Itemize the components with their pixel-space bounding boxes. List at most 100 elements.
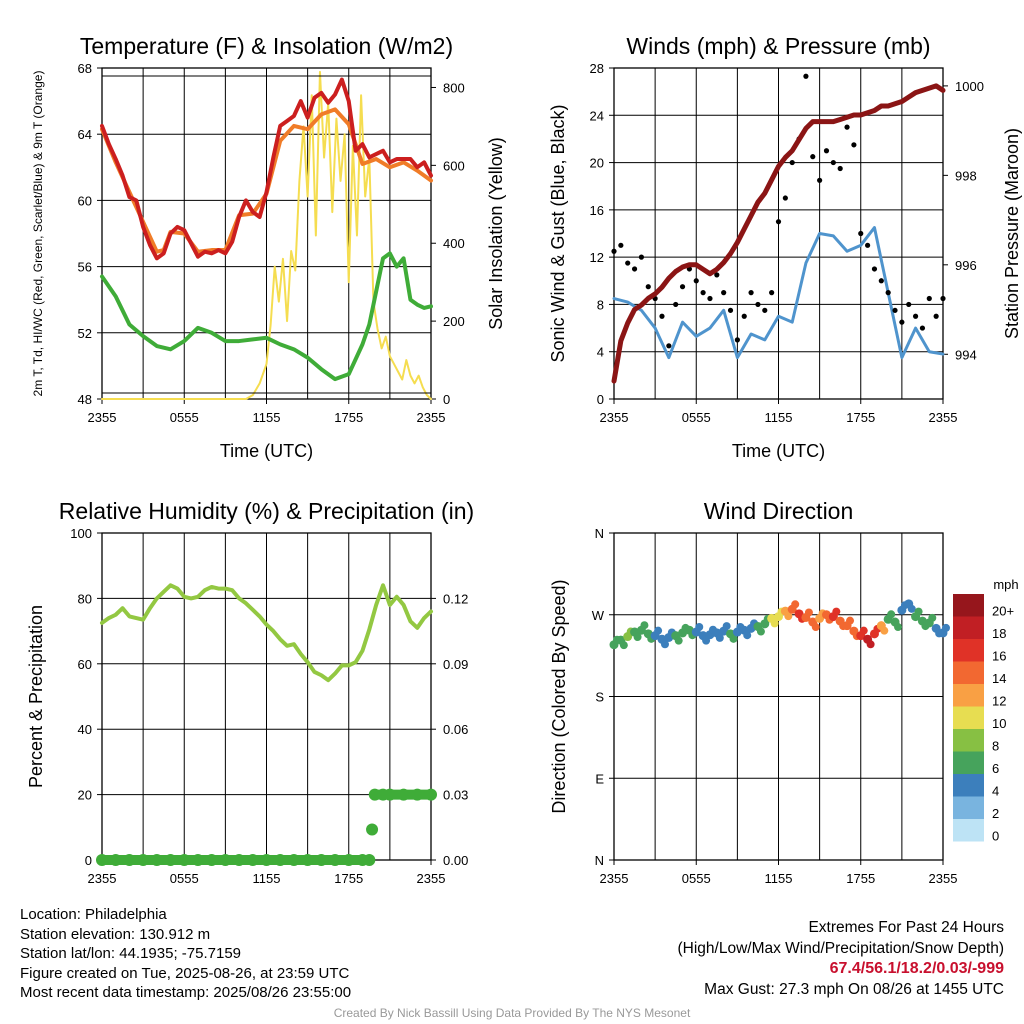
right-axis-label: Station Pressure (Maroon) <box>1002 128 1022 339</box>
x-tick-label: 2355 <box>417 871 446 886</box>
dewpoint-line <box>100 251 433 382</box>
right-tick-label: 0.09 <box>443 657 468 672</box>
legend-swatch <box>953 774 984 797</box>
direction-dot <box>811 623 820 632</box>
y-axis-label: Direction (Colored By Speed) <box>549 579 569 813</box>
gust-dot <box>837 165 843 172</box>
right-tick-label: 0.03 <box>443 788 468 803</box>
right-tick-label: 0 <box>443 392 450 407</box>
x-axis-label: Time (UTC) <box>732 441 825 461</box>
legend-label: 10 <box>992 716 1006 731</box>
gust-dot <box>693 278 699 284</box>
temp-2m-line <box>100 77 433 261</box>
right-axis-label: Solar Insolation (Yellow) <box>486 137 506 329</box>
pressure-line <box>611 83 946 384</box>
gust-dot <box>714 272 720 278</box>
right-tick-label: 0.06 <box>443 722 468 737</box>
legend-swatch <box>953 796 984 819</box>
right-tick-label: 800 <box>443 80 465 95</box>
legend-label: 12 <box>992 693 1006 708</box>
x-tick-label: 2355 <box>600 410 629 425</box>
gust-dot <box>810 154 816 160</box>
gust-dot <box>871 266 878 272</box>
chart-title: Temperature (F) & Insolation (W/m2) <box>80 33 453 59</box>
legend-swatch <box>953 751 984 774</box>
extremes-subheading: (High/Low/Max Wind/Precipitation/Snow De… <box>677 939 1005 957</box>
y-tick-label: 100 <box>70 526 92 541</box>
legend-label: 2 <box>992 806 999 821</box>
direction-dot <box>756 627 765 636</box>
x-tick-label: 2355 <box>88 410 117 425</box>
gust-dot <box>906 301 912 308</box>
direction-dot <box>859 626 868 635</box>
relative-humidity-line <box>100 583 433 683</box>
x-tick-label: 1755 <box>846 871 875 886</box>
direction-dot <box>894 623 903 632</box>
gust-dot <box>659 313 665 319</box>
extremes-values: 67.4/56.1/18.2/0.03/-999 <box>829 960 1004 977</box>
direction-dot <box>640 621 649 630</box>
x-tick-label: 2355 <box>929 871 958 886</box>
legend-swatch <box>953 684 984 707</box>
legend-swatch <box>953 594 984 617</box>
gust-dot <box>666 343 672 349</box>
extremes-heading: Extremes For Past 24 Hours <box>808 919 1004 936</box>
panel-4: N E S W N 2355 0555 1155 1755 2355 Wind Direction D… <box>549 498 957 886</box>
y-tick-label: 24 <box>590 108 604 123</box>
gust-dot <box>673 301 679 308</box>
x-tick-label: 0555 <box>170 410 199 425</box>
y-tick-label: 48 <box>78 392 92 407</box>
direction-dot <box>880 626 889 635</box>
y-tick-label: 4 <box>597 345 604 360</box>
y-tick-label: 0 <box>597 392 604 407</box>
legend-swatch <box>953 819 984 842</box>
direction-dot <box>846 616 855 625</box>
y-tick-label: N <box>595 853 604 868</box>
legend-swatch <box>953 706 984 729</box>
y-tick-label: 68 <box>78 61 92 76</box>
gust-dot <box>892 307 898 313</box>
gust-dot <box>748 290 754 296</box>
gust-dot <box>919 325 926 331</box>
gust-dot <box>878 278 884 284</box>
gust-dot <box>775 219 782 225</box>
created-text: Figure created on Tue, 2025-08-26, at 23… <box>20 964 350 982</box>
y-tick-label: 0 <box>85 853 92 868</box>
y-tick-label: 12 <box>590 250 604 265</box>
y-tick-label: 28 <box>590 61 604 76</box>
x-tick-label: 0555 <box>682 410 711 425</box>
precip-dot <box>366 823 379 836</box>
y-tick-label: 52 <box>78 326 92 341</box>
legend-label: 20+ <box>992 603 1014 618</box>
legend-swatch <box>953 639 984 662</box>
elevation-text: Station elevation: 130.912 m <box>20 925 211 943</box>
gust-dot <box>638 254 645 260</box>
gust-dot <box>645 284 651 290</box>
y-tick-label: 20 <box>590 156 604 171</box>
gust-dot <box>817 177 823 183</box>
right-tick-label: 1000 <box>955 79 984 94</box>
right-tick-label: 0.12 <box>443 591 468 606</box>
x-tick-label: 1155 <box>765 871 793 886</box>
x-tick-label: 2355 <box>600 871 629 886</box>
x-tick-label: 2355 <box>88 871 117 886</box>
right-tick-label: 994 <box>955 347 977 362</box>
direction-dot <box>791 600 800 609</box>
gust-dot <box>631 266 638 272</box>
gust-dot <box>912 313 919 319</box>
y-axis-label: 2m T, Td, HI/WC (Red, Green, Scarlet/Blu… <box>31 71 45 397</box>
gust-dot <box>899 319 905 325</box>
direction-dot <box>674 636 683 645</box>
x-tick-label: 1755 <box>846 410 875 425</box>
right-tick-label: 996 <box>955 258 977 273</box>
station-info: Location: Philadelphia Station elevation… <box>20 905 351 1003</box>
right-tick-label: 400 <box>443 236 465 251</box>
y-tick-label: E <box>595 771 604 786</box>
legend-label: 18 <box>992 626 1006 641</box>
right-tick-label: 0.00 <box>443 853 468 868</box>
gust-dot <box>940 295 946 302</box>
gust-dot <box>762 307 768 313</box>
direction-dot <box>715 633 724 642</box>
direction-dot <box>784 612 793 621</box>
gust-dot <box>700 290 706 296</box>
